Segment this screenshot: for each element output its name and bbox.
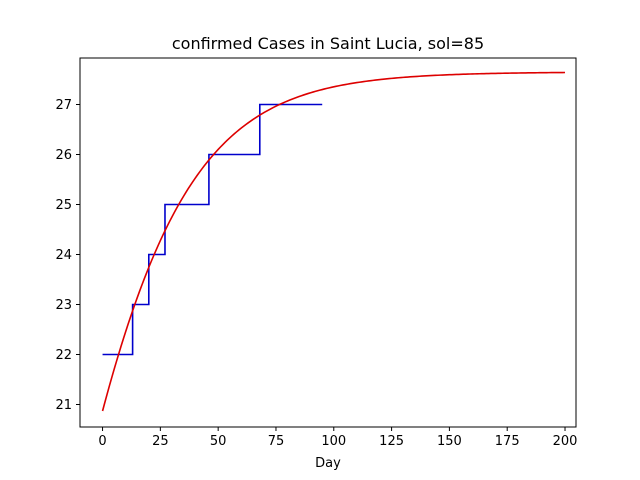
y-tick-label: 21: [55, 398, 72, 413]
x-ticks: 0 25 50 75 100 125 150 175 200: [98, 427, 577, 449]
x-tick-label: 25: [152, 434, 169, 449]
chart-title: confirmed Cases in Saint Lucia, sol=85: [172, 34, 484, 53]
x-tick-label: 0: [98, 434, 106, 449]
y-ticks: 21 22 23 24 25 26 27: [55, 98, 80, 413]
x-tick-label: 125: [379, 434, 404, 449]
fitted-curve-line: [101, 71, 566, 412]
y-tick-label: 25: [55, 198, 72, 213]
plot-frame: [79, 57, 577, 428]
x-tick-label: 175: [495, 434, 520, 449]
x-tick-label: 100: [321, 434, 346, 449]
x-tick-label: 75: [268, 434, 285, 449]
y-tick-label: 22: [55, 348, 72, 363]
observed-cases-step-line: [102, 103, 323, 356]
series-layer: [101, 71, 566, 412]
x-axis-label: Day: [315, 456, 341, 471]
y-tick-label: 23: [55, 298, 72, 313]
y-tick-label: 27: [55, 98, 72, 113]
y-tick-label: 26: [55, 148, 72, 163]
y-tick-label: 24: [55, 248, 72, 263]
x-tick-label: 150: [437, 434, 462, 449]
x-tick-label: 200: [553, 434, 578, 449]
x-tick-label: 50: [210, 434, 227, 449]
